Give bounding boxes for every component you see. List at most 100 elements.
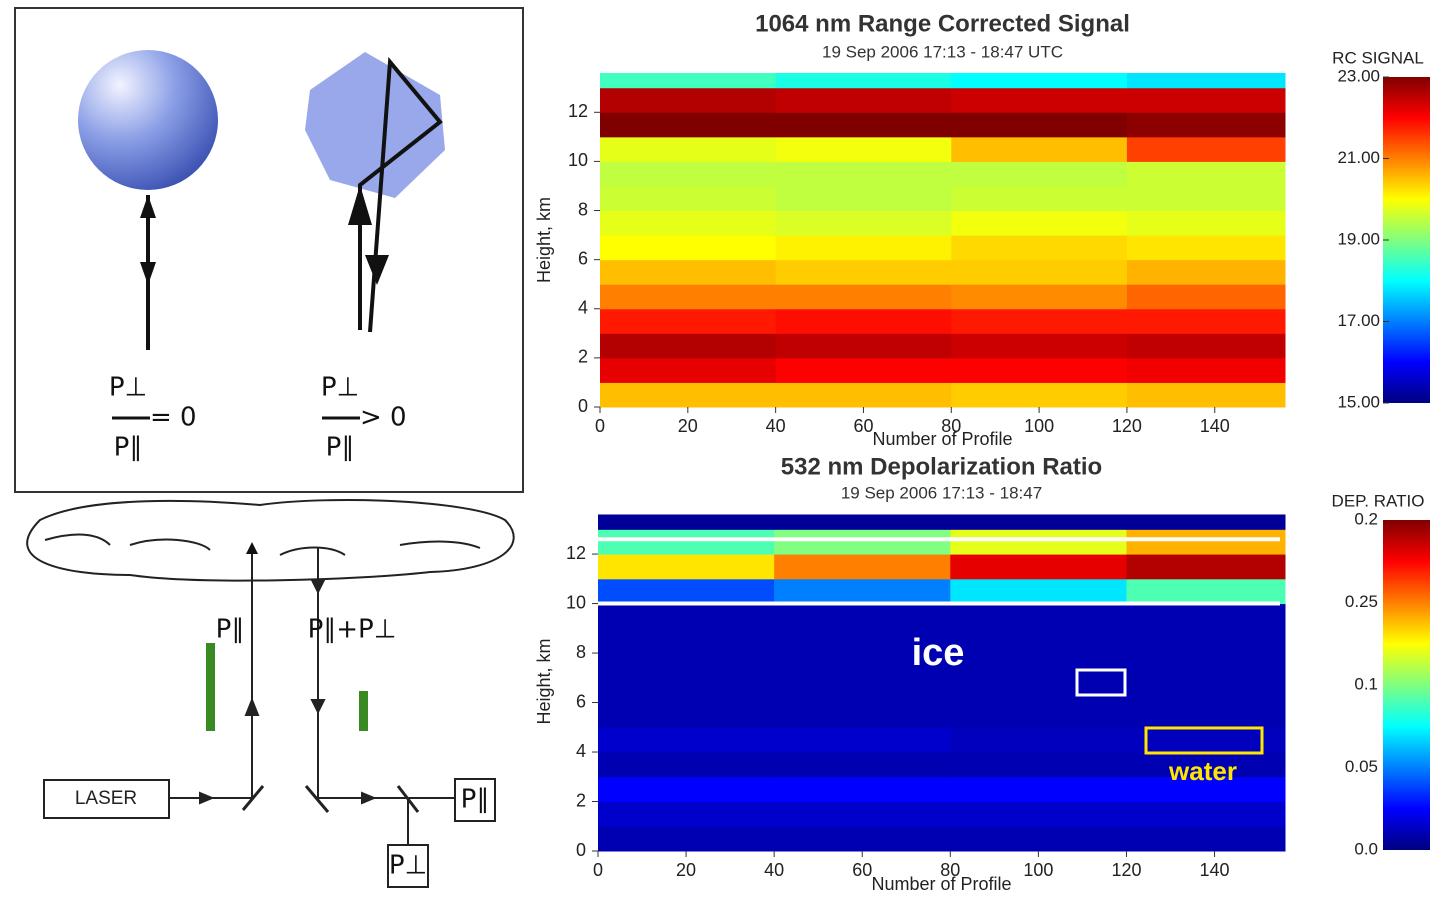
y-tick-label: 2 (576, 790, 586, 810)
colorbar-label: 0.25 (1345, 592, 1378, 611)
arrow (199, 791, 215, 805)
colorbar-label: 0.2 (1354, 509, 1378, 528)
heat-cell (775, 259, 952, 285)
heat-cell (950, 727, 1127, 753)
heat-cell (1126, 112, 1286, 138)
heat-cell (775, 210, 952, 236)
heat-cell (598, 752, 775, 778)
arrows (348, 185, 389, 285)
colorbar-label: 23.00 (1337, 66, 1380, 85)
laser-box (43, 779, 170, 819)
heat-cell (1126, 702, 1286, 728)
x-tick-label: 100 (1023, 860, 1053, 880)
x-tick-label: 20 (678, 416, 698, 436)
heat-cell (775, 357, 952, 383)
annotation: water (1168, 756, 1237, 786)
colorbar-label: 21.00 (1337, 148, 1380, 167)
heat-cell (1126, 210, 1286, 236)
mirror (241, 785, 265, 811)
denominator: P∥ (114, 433, 143, 463)
heat-cell (600, 136, 777, 162)
heat-cell (1126, 382, 1286, 408)
chart-subtitle: 19 Sep 2006 17:13 - 18:47 (841, 483, 1042, 502)
x-tick-label: 140 (1200, 416, 1230, 436)
heat-cell (1126, 235, 1286, 261)
heat-cell (951, 161, 1128, 187)
laser-label: LASER (75, 788, 137, 809)
chart-title: 532 nm Depolarization Ratio (781, 453, 1102, 480)
heat-cell (951, 382, 1128, 408)
heat-cell (951, 112, 1128, 138)
x-tick-label: 0 (593, 860, 603, 880)
heat-cell (598, 801, 775, 827)
detector-label: P⊥ (389, 851, 427, 881)
heat-cell (1126, 603, 1286, 629)
heat-cell (1126, 259, 1286, 285)
heat-cell (775, 87, 952, 113)
cloud-texture (44, 533, 481, 556)
heat-cell (774, 801, 951, 827)
y-tick-label: 6 (576, 691, 586, 711)
heat-cell (950, 752, 1127, 778)
heat-cell (774, 529, 951, 555)
x-tick-label: 100 (1024, 416, 1054, 436)
heat-cell (950, 578, 1127, 605)
heat-cell (598, 603, 775, 629)
heat-cell (950, 628, 1127, 654)
heat-cell (950, 514, 1127, 530)
heat-cell (598, 628, 775, 654)
heat-cell (1126, 308, 1286, 334)
heat-cell (598, 578, 775, 605)
heat-cell (1126, 284, 1286, 310)
heat-cell (1126, 333, 1286, 359)
heat-cell (950, 776, 1127, 803)
x-tick-label: 60 (853, 416, 873, 436)
colorbar-label: 19.00 (1337, 229, 1380, 248)
heat-cell (775, 308, 952, 334)
y-tick-label: 10 (566, 592, 586, 612)
heat-cell (774, 752, 951, 778)
heat-cell (1126, 357, 1286, 383)
heat-cell (600, 382, 777, 408)
heat-cell (1126, 73, 1286, 89)
colorbar-label: 17.00 (1337, 311, 1380, 330)
heat-cell (1126, 776, 1286, 803)
heat-cell (600, 357, 777, 383)
heat-cell (598, 727, 775, 753)
heat-cell (951, 333, 1128, 359)
heat-cell (950, 677, 1127, 704)
colorbar-title: RC SIGNAL (1332, 48, 1424, 67)
crystal-path (358, 56, 443, 333)
heat-cell (774, 727, 951, 753)
x-axis-label: Number of Profile (871, 874, 1011, 894)
heat-cell (950, 702, 1127, 728)
heat-cell (774, 578, 951, 605)
heat-cell (1126, 87, 1286, 113)
x-tick-label: 140 (1200, 860, 1230, 880)
detector-label: P∥ (461, 785, 490, 815)
relation: > 0 (360, 403, 407, 433)
heat-cell (951, 136, 1128, 162)
heat-cell (598, 529, 775, 555)
heat-cell (951, 259, 1128, 285)
heat-cell (950, 653, 1127, 679)
x-axis-label: Number of Profile (872, 429, 1012, 449)
heat-cell (775, 185, 952, 212)
y-tick-label: 0 (578, 396, 588, 416)
x-tick-label: 80 (940, 860, 960, 880)
x-tick-label: 60 (852, 860, 872, 880)
y-tick-label: 8 (576, 642, 586, 662)
y-tick-label: 8 (578, 199, 588, 219)
heat-cell (1126, 554, 1286, 580)
heat-cell (950, 529, 1127, 555)
heat-cell (600, 210, 777, 236)
heat-cell (774, 628, 951, 654)
scattering-diagram: P⊥ P∥ = 0 P⊥ P∥ > 0 (14, 7, 524, 493)
x-tick-label: 0 (595, 416, 605, 436)
heat-cell (600, 308, 777, 334)
heat-cell (951, 357, 1128, 383)
y-tick-label: 2 (578, 347, 588, 367)
heat-cell (774, 514, 951, 530)
droplet (78, 50, 218, 190)
